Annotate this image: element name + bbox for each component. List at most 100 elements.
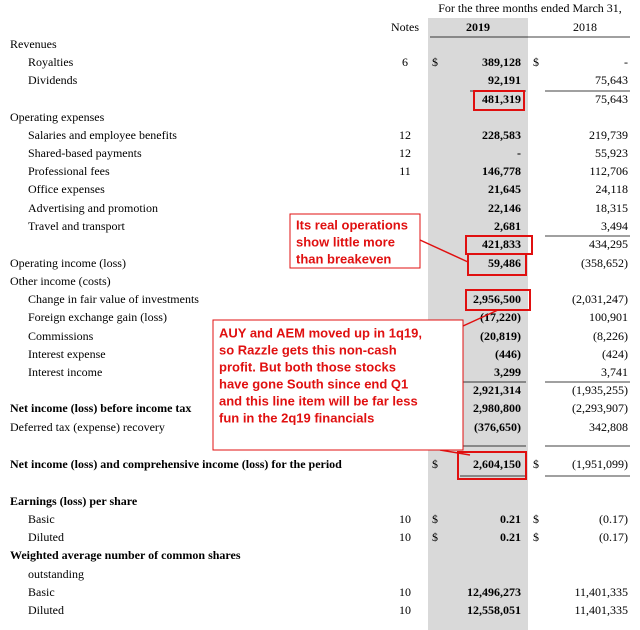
- amount-2019: 2,921,314: [473, 383, 521, 397]
- annotation-text: fun in the 2q19 financials: [219, 410, 374, 425]
- amount-2019: 59,486: [488, 256, 521, 270]
- amount-2019: (376,650): [474, 420, 521, 434]
- amount-2019: 2,956,500: [473, 292, 521, 306]
- amount-2019: 12,496,273: [467, 585, 521, 599]
- year-heading: 2018: [573, 20, 597, 34]
- amount-2018: 3,494: [601, 219, 628, 233]
- amount-2018: 3,741: [601, 365, 628, 379]
- amount-2018: (0.17): [599, 512, 628, 526]
- amount-2019: 421,833: [482, 237, 521, 251]
- amount-2019: (446): [495, 347, 521, 361]
- amount-2019: 22,146: [488, 201, 521, 215]
- currency-sign: $: [432, 457, 438, 471]
- amount-2019: -: [517, 146, 521, 160]
- row-label: Deferred tax (expense) recovery: [10, 420, 165, 434]
- row-label: Basic: [28, 585, 55, 599]
- currency-sign: $: [533, 530, 539, 544]
- amount-2018: 112,706: [589, 164, 628, 178]
- annotation-text: and this line item will be far less: [219, 393, 418, 408]
- annotation-connector: [419, 239, 469, 263]
- amount-2018: 11,401,335: [574, 603, 628, 617]
- amount-2018: 434,295: [589, 237, 628, 251]
- note-ref: 12: [399, 146, 411, 160]
- annotation-text: AUY and AEM moved up in 1q19,: [219, 325, 422, 340]
- amount-2019: 0.21: [500, 512, 521, 526]
- currency-sign: $: [533, 512, 539, 526]
- annotation-text: than breakeven: [296, 251, 391, 266]
- amount-2018: (0.17): [599, 530, 628, 544]
- row-label: outstanding: [28, 567, 84, 581]
- amount-2019: (17,220): [480, 310, 521, 324]
- highlight-box: [473, 90, 525, 111]
- annotation-connector: [439, 449, 471, 456]
- row-label: Other income (costs): [10, 274, 111, 288]
- amount-2018: (1,951,099): [572, 457, 628, 471]
- row-label: Shared-based payments: [28, 146, 142, 160]
- amount-2018: 55,923: [595, 146, 628, 160]
- amount-2018: 100,901: [589, 310, 628, 324]
- amount-2018: (8,226): [593, 329, 628, 343]
- amount-2018: (1,935,255): [572, 383, 628, 397]
- amount-2019: (20,819): [480, 329, 521, 343]
- annotation-connector: [462, 309, 499, 327]
- amount-2018: 11,401,335: [574, 585, 628, 599]
- row-label: Net income (loss) and comprehensive inco…: [10, 457, 342, 471]
- row-label: Commissions: [28, 329, 94, 343]
- row-label: Professional fees: [28, 164, 110, 178]
- statement-rows: Revenues Royalties 6 $389,128 $ - Dividends 92,…: [10, 37, 628, 617]
- period-heading: For the three months ended March 31,: [438, 1, 622, 15]
- amount-2018: 18,315: [595, 201, 628, 215]
- currency-sign: $: [533, 457, 539, 471]
- amount-2018: (358,652): [581, 256, 628, 270]
- row-label: Travel and transport: [28, 219, 126, 233]
- amount-2018: 75,643: [595, 73, 628, 87]
- amount-2019: 12,558,051: [467, 603, 521, 617]
- amount-2019: 146,778: [482, 164, 521, 178]
- amount-2018: 24,118: [595, 182, 628, 196]
- amount-2018: 75,643: [595, 92, 628, 106]
- amount-2018: (2,293,907): [572, 401, 628, 415]
- row-label: Change in fair value of investments: [28, 292, 199, 306]
- row-label: Diluted: [28, 603, 64, 617]
- amount-2018: (2,031,247): [572, 292, 628, 306]
- row-label: Operating income (loss): [10, 256, 126, 270]
- annotation-text: so Razzle gets this non-cash: [219, 342, 397, 357]
- annotation-box: [212, 319, 464, 451]
- row-label: Office expenses: [28, 182, 105, 196]
- notes-heading: Notes: [391, 20, 419, 34]
- amount-2018: 219,739: [589, 128, 628, 142]
- row-label: Revenues: [10, 37, 57, 51]
- amount-2019: 481,319: [482, 92, 521, 106]
- row-label: Net income (loss) before income tax: [10, 401, 191, 415]
- annotation-text: have gone South since end Q1: [219, 376, 408, 391]
- row-label: Royalties: [28, 55, 74, 69]
- amount-2019: 389,128: [482, 55, 521, 69]
- amount-2019: 2,980,800: [473, 401, 521, 415]
- amount-2018: 342,808: [589, 420, 628, 434]
- annotation-text: Its real operations: [296, 217, 408, 232]
- row-label: Diluted: [28, 530, 64, 544]
- amount-2019: 2,604,150: [473, 457, 521, 471]
- row-label: Interest expense: [28, 347, 106, 361]
- row-label: Salaries and employee benefits: [28, 128, 177, 142]
- annotation-text: show little more: [296, 234, 395, 249]
- amount-2019: 3,299: [494, 365, 521, 379]
- row-label: Basic: [28, 512, 55, 526]
- note-ref: 10: [399, 530, 411, 544]
- annotations: Its real operations show little more than …: [219, 217, 422, 425]
- row-label: Weighted average number of common shares: [10, 548, 241, 562]
- year-heading: 2019: [466, 20, 490, 34]
- amount-2018: -: [624, 55, 628, 69]
- row-label: Interest income: [28, 365, 102, 379]
- annotation-text: profit. But both those stocks: [219, 359, 396, 374]
- currency-sign: $: [533, 55, 539, 69]
- amount-2019: 92,191: [488, 73, 521, 87]
- amount-2019: 2,681: [494, 219, 521, 233]
- amount-2018: (424): [602, 347, 628, 361]
- currency-sign: $: [432, 55, 438, 69]
- row-label: Advertising and promotion: [28, 201, 158, 215]
- note-ref: 10: [399, 585, 411, 599]
- note-ref: 10: [399, 512, 411, 526]
- amount-2019: 21,645: [488, 182, 521, 196]
